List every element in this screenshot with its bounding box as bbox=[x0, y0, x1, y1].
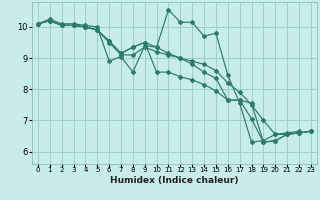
X-axis label: Humidex (Indice chaleur): Humidex (Indice chaleur) bbox=[110, 176, 239, 185]
